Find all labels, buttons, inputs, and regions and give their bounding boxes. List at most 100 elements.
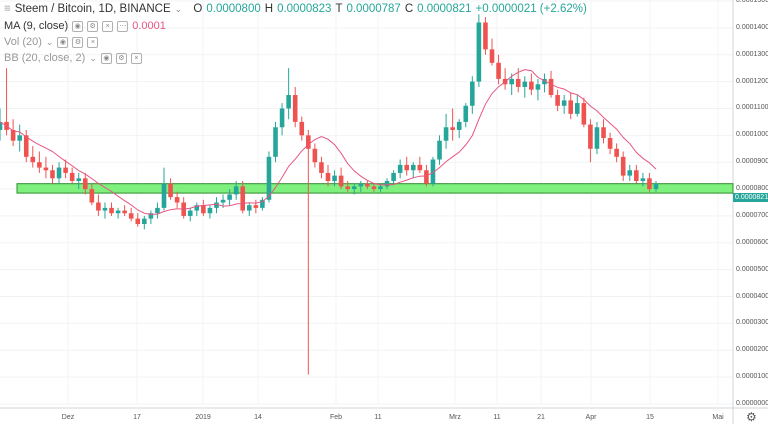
candle-body (253, 205, 259, 208)
candle-body (496, 62, 501, 79)
price-tick-label: 0.0000900 (736, 158, 768, 166)
candle-body (299, 121, 305, 136)
candle-body (365, 183, 370, 187)
candle-body (273, 127, 278, 157)
candle-body (56, 167, 62, 179)
candle-body (634, 170, 639, 182)
candle-body (653, 183, 659, 190)
price-tick-label: 0.0001000 (736, 131, 768, 139)
candle-body (529, 81, 534, 90)
candle-body (483, 22, 488, 50)
settings-icon[interactable]: ⚙ (72, 36, 84, 48)
close-icon[interactable]: × (130, 52, 142, 64)
eye-icon[interactable]: ◉ (72, 20, 84, 32)
candle-body (574, 103, 580, 114)
candle-body (555, 95, 560, 106)
candle-body (37, 162, 42, 168)
close-value: 0.0000821 (417, 3, 472, 15)
candle-body (128, 213, 134, 219)
candle-body (306, 135, 311, 149)
candle-body (561, 100, 567, 106)
candle-body (345, 186, 350, 190)
candle-body (338, 175, 344, 187)
candle-body (194, 205, 200, 211)
candle-body (10, 129, 16, 141)
close-label: C (404, 3, 414, 15)
candle-body (82, 178, 88, 190)
settings-icon[interactable]: ⚙ (87, 20, 99, 32)
candle-body (404, 164, 410, 171)
settings-icon[interactable]: ⚙ (115, 52, 127, 64)
candle-body (102, 207, 108, 211)
candle-body (594, 127, 600, 149)
candle-body (227, 194, 232, 200)
candle-body (187, 210, 193, 216)
price-tick-label: 0.0001500 (736, 0, 768, 4)
candle-body (424, 170, 429, 184)
candle-body (135, 218, 141, 224)
menu-icon[interactable]: ≡ (4, 3, 11, 15)
candle-body (220, 199, 226, 203)
candle-body (627, 170, 633, 176)
chevron-down-icon[interactable]: ⌄ (89, 52, 97, 63)
price-tick-label: 0.0000600 (736, 238, 768, 246)
candle-body (378, 186, 383, 190)
candle-body (266, 156, 272, 200)
price-tick-label: 0.0000300 (736, 319, 768, 327)
ma-label[interactable]: MA (9, close) (4, 20, 69, 32)
candle-body (620, 156, 626, 176)
candle-body (155, 207, 160, 214)
candle-body (0, 121, 3, 130)
candle-body (168, 183, 173, 198)
price-tick-label: 0.0000700 (736, 211, 768, 219)
more-icon[interactable]: ⋯ (117, 20, 129, 32)
chevron-down-icon[interactable]: ⌄ (174, 3, 183, 14)
candle-body (607, 138, 613, 149)
ma-value: 0.0001 (132, 20, 166, 32)
candle-body (351, 186, 357, 190)
low-value: 0.0000787 (346, 3, 401, 15)
chevron-down-icon[interactable]: ⌄ (45, 36, 54, 47)
close-icon[interactable]: × (87, 36, 99, 48)
candle-body (601, 127, 606, 139)
gear-icon[interactable]: ⚙ (746, 410, 757, 424)
time-tick-label: 15 (646, 414, 654, 421)
candle-body (509, 78, 514, 85)
candle-body (240, 186, 246, 211)
time-tick-label: Apr (585, 414, 597, 421)
low-label: T (335, 3, 343, 15)
candle-body (96, 202, 101, 211)
close-icon[interactable]: × (102, 20, 114, 32)
price-tick-label: 0.0001100 (736, 104, 768, 112)
candle-body (410, 164, 416, 171)
candle-body (69, 172, 75, 182)
eye-icon[interactable]: ◉ (57, 36, 69, 48)
candle-body (332, 175, 337, 182)
candle-body (515, 78, 521, 87)
candle-body (50, 170, 55, 179)
symbol-legend: ≡ Steem / Bitcoin, 1D, BINANCE ⌄ O 0.0000… (4, 3, 587, 15)
candle-body (63, 167, 68, 173)
time-tick-label: Dez (61, 414, 75, 421)
vol-label[interactable]: Vol (20) (4, 36, 42, 48)
price-tick-label: 0.0000100 (736, 373, 768, 381)
candle-body (174, 197, 180, 203)
candle-body (214, 202, 219, 208)
candle-body (23, 135, 29, 157)
bb-label[interactable]: BB (20, close, 2) (4, 52, 86, 64)
candle-body (109, 207, 114, 214)
candle-body (30, 156, 36, 163)
price-tick-label: 0.0000200 (736, 346, 768, 354)
price-tick-label: 0.0001400 (736, 23, 768, 31)
change-value: +0.0000021 (+2.62%) (475, 3, 587, 15)
candle-body (470, 81, 475, 106)
price-tick-label: 0.0001200 (736, 77, 768, 85)
eye-icon[interactable]: ◉ (100, 52, 112, 64)
symbol-title[interactable]: Steem / Bitcoin, 1D, BINANCE (14, 3, 171, 15)
candle-body (43, 167, 49, 171)
candle-body (581, 103, 587, 125)
candle-body (325, 172, 331, 182)
time-tick-label: Mai (712, 414, 724, 421)
